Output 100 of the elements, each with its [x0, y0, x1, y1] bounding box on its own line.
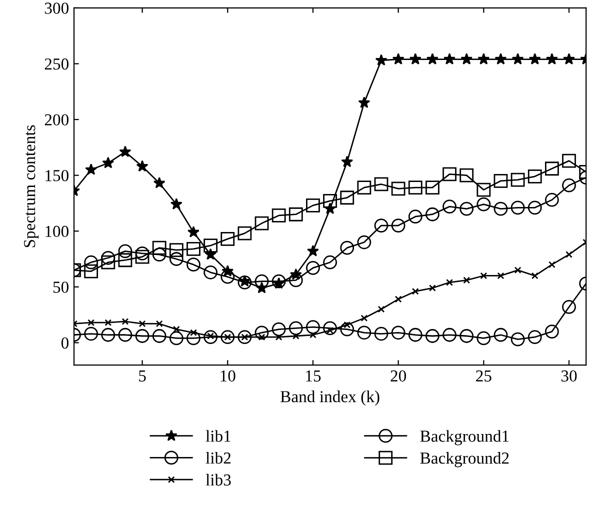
point — [476, 331, 491, 346]
point — [254, 216, 269, 230]
point — [101, 255, 116, 270]
legend-label: Background2 — [420, 452, 509, 468]
point — [258, 334, 266, 341]
legend-label: lib1 — [206, 430, 230, 442]
point — [272, 322, 286, 336]
x-tick-label: 5 — [139, 370, 146, 382]
point — [510, 172, 525, 187]
x-tick-label: 30 — [561, 370, 577, 382]
point — [546, 53, 558, 64]
y-tick-label: 100 — [46, 226, 69, 238]
point — [460, 329, 474, 343]
point — [426, 53, 438, 64]
point — [374, 326, 388, 341]
y-tick-label: 250 — [44, 58, 69, 70]
point — [409, 53, 422, 64]
point — [238, 275, 252, 290]
point — [494, 53, 507, 64]
point — [562, 300, 576, 314]
point — [323, 194, 337, 208]
point — [84, 326, 98, 341]
point — [152, 329, 166, 343]
point — [494, 202, 508, 216]
point — [323, 255, 337, 270]
point — [460, 53, 473, 64]
point — [391, 218, 406, 232]
point — [172, 326, 180, 333]
point — [476, 182, 491, 197]
point — [528, 169, 542, 184]
legend-label: Background1 — [420, 430, 509, 446]
point — [444, 53, 456, 64]
point — [188, 226, 200, 238]
point — [476, 197, 491, 212]
point — [323, 321, 337, 336]
point — [85, 163, 98, 175]
point — [358, 96, 370, 108]
point — [204, 238, 218, 253]
point — [360, 314, 368, 322]
point — [544, 192, 559, 207]
point — [152, 240, 166, 255]
point — [412, 288, 419, 295]
point — [118, 253, 132, 268]
point — [340, 190, 354, 205]
point — [374, 177, 388, 192]
point — [119, 146, 132, 158]
y-tick-label: 50 — [53, 282, 69, 293]
x-tick-label: 10 — [220, 370, 236, 382]
point — [392, 53, 404, 64]
point — [426, 180, 440, 195]
point — [153, 176, 166, 188]
point — [378, 306, 385, 313]
point — [169, 243, 184, 258]
point — [494, 174, 508, 188]
point — [442, 328, 456, 342]
point — [391, 182, 406, 196]
point — [563, 53, 575, 64]
point — [102, 156, 114, 168]
point — [562, 154, 576, 168]
point — [306, 260, 320, 275]
point — [357, 326, 372, 340]
point — [135, 329, 150, 343]
point — [340, 322, 354, 336]
point — [478, 53, 490, 64]
point — [254, 326, 269, 340]
point — [186, 258, 200, 272]
point — [152, 248, 166, 262]
point — [426, 207, 440, 222]
point — [544, 162, 559, 176]
point — [310, 331, 316, 338]
point — [340, 240, 354, 255]
point — [88, 319, 95, 326]
point — [104, 319, 112, 326]
point — [136, 160, 148, 172]
point — [408, 210, 422, 224]
point — [494, 328, 508, 342]
point — [292, 332, 300, 340]
point — [442, 167, 456, 182]
point — [428, 284, 436, 292]
point — [306, 198, 320, 212]
point — [156, 320, 163, 328]
point — [391, 326, 406, 340]
point — [306, 244, 319, 256]
y-axis-title: Spectrum contents — [24, 125, 39, 248]
point — [190, 329, 197, 336]
point — [375, 54, 388, 66]
point — [344, 321, 351, 328]
point — [288, 207, 303, 222]
point — [460, 202, 474, 216]
point — [480, 272, 488, 280]
point — [186, 242, 200, 256]
point — [238, 226, 252, 240]
x-tick-label: 15 — [306, 370, 321, 382]
point — [357, 180, 372, 195]
point — [548, 261, 556, 268]
point — [460, 168, 474, 182]
point — [288, 321, 303, 336]
point — [84, 264, 98, 278]
point — [186, 331, 200, 346]
point — [562, 178, 576, 192]
